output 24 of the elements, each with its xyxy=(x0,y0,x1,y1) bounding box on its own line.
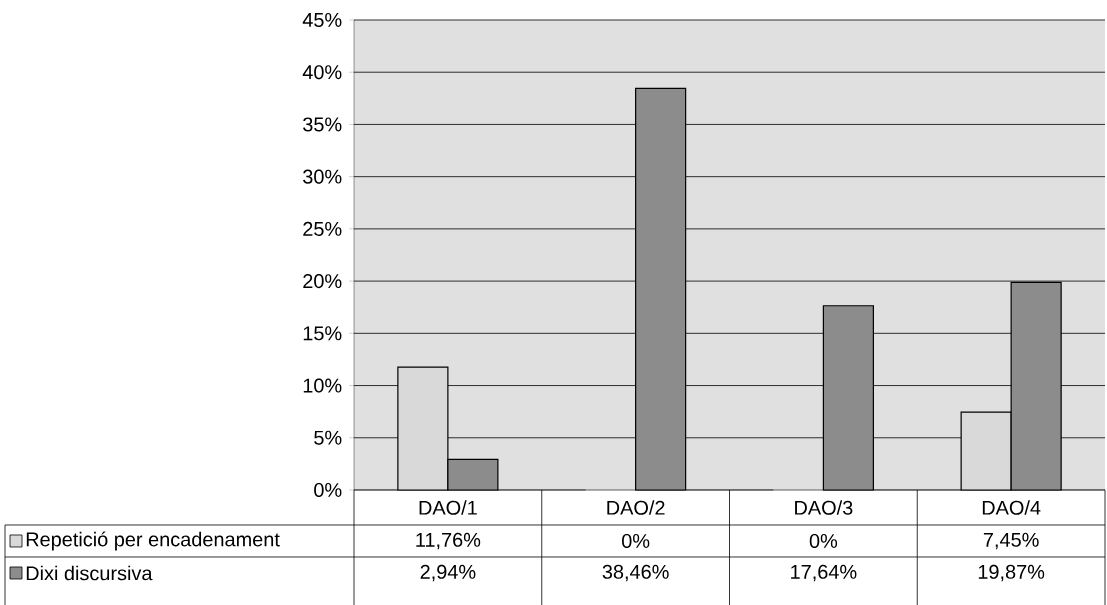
x-tick-label: DAO/4 xyxy=(982,499,1041,515)
legend-label: Repetició per encadenament xyxy=(26,531,280,551)
x-tick-label: DAO/1 xyxy=(419,499,477,515)
data-label: 19,87% xyxy=(978,564,1045,582)
legend-label: Dixi discursiva xyxy=(26,565,153,581)
x-tick-label: DAO/2 xyxy=(607,499,665,515)
y-tick-label: 45% xyxy=(302,12,342,27)
data-label: 17,64% xyxy=(791,564,857,582)
y-tick-label: 15% xyxy=(303,326,342,341)
y-tick-label: 5% xyxy=(314,430,342,445)
y-tick-label: 40% xyxy=(302,64,342,80)
data-label: 7,45% xyxy=(983,532,1039,549)
data-label: 38,46% xyxy=(602,564,669,582)
y-tick-label: 0% xyxy=(314,482,342,497)
y-tick-label: 35% xyxy=(303,117,342,132)
y-tick-label: 30% xyxy=(303,169,342,184)
y-tick-label: 10% xyxy=(303,378,342,393)
y-tick-label: 20% xyxy=(303,273,342,288)
data-label: 0% xyxy=(622,533,650,548)
y-tick-label: 25% xyxy=(303,221,342,236)
data-label: 11,76% xyxy=(416,532,481,550)
data-label: 0% xyxy=(809,533,838,548)
x-tick-label: DAO/3 xyxy=(795,499,853,515)
data-label: 2,94% xyxy=(420,564,476,582)
